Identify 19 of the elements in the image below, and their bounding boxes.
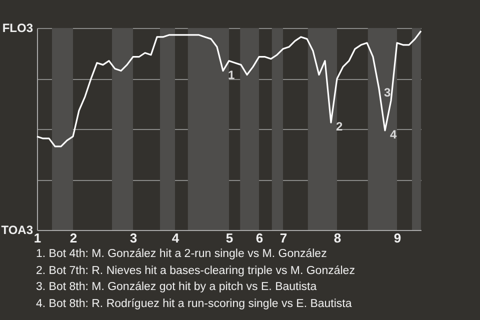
x-tick-label: 6 — [256, 230, 264, 246]
x-tick-label: 7 — [280, 230, 288, 246]
annotation: 1 — [228, 68, 235, 82]
x-tick-label: 4 — [172, 230, 180, 246]
annotation: 3 — [384, 86, 391, 100]
text: FLO3 — [1, 21, 33, 35]
x-tick-label: 8 — [334, 230, 342, 246]
x-tick-label: 9 — [394, 230, 402, 246]
x-tick-label: 5 — [226, 230, 234, 246]
text: 1. Bot 4th: M. González hit a 2-run single vs M. González — [36, 247, 328, 262]
x-tick-label: 1 — [34, 230, 42, 246]
annotation: 2 — [336, 120, 343, 134]
x-tick-label: 3 — [130, 230, 138, 246]
annotation: 4 — [390, 127, 397, 142]
text: 3. Bot 8th: M. González got hit by a pitch vs E. Bautista — [36, 280, 318, 295]
x-tick-label: 2 — [70, 230, 78, 246]
text: 2. Bot 7th: R. Nieves hit a bases-clearing triple vs M. González — [36, 264, 355, 278]
text: 4. Bot 8th: R. Rodríguez hit a run-scoring single vs E. Bautista — [36, 296, 353, 312]
text: TOA3 — [0, 223, 33, 237]
